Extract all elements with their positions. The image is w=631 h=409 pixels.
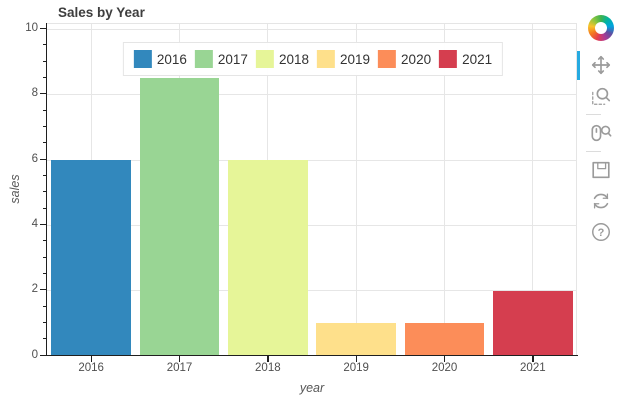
y-minor-tick	[42, 142, 46, 144]
legend-swatch	[255, 50, 274, 68]
legend-swatch	[133, 50, 152, 68]
x-tick-label: 2019	[343, 362, 369, 374]
y-major-tick	[40, 158, 46, 160]
y-major-tick	[40, 93, 46, 95]
legend-label: 2019	[340, 51, 371, 67]
y-minor-tick	[42, 76, 46, 78]
toolbar-separator	[586, 114, 601, 115]
x-axis-line	[45, 354, 578, 356]
wheel-zoom-icon	[591, 124, 612, 142]
legend-label: 2017	[217, 51, 248, 67]
x-tick-label: 2021	[520, 362, 546, 374]
h-gridline	[47, 290, 577, 292]
y-minor-tick	[42, 305, 46, 307]
toolbar-separator	[586, 151, 601, 152]
h-gridline	[47, 94, 577, 96]
legend-item-2016: 2016	[133, 50, 187, 68]
bar-2021	[493, 290, 573, 356]
plot-canvas[interactable]	[47, 23, 577, 356]
bar-2020	[404, 323, 485, 356]
v-gridline	[355, 24, 357, 356]
y-minor-tick	[42, 240, 46, 242]
h-gridline	[47, 224, 577, 226]
toolbar: ?	[584, 15, 618, 245]
pan-icon	[591, 55, 611, 75]
help-icon: ?	[592, 223, 610, 241]
y-major-tick	[40, 354, 46, 356]
bar-2019	[316, 323, 396, 356]
legend-swatch	[439, 50, 458, 68]
legend: 2016 2017 2018 2019 2020 2021	[122, 42, 504, 76]
wheel-zoom-tool-button[interactable]	[587, 120, 615, 146]
x-tick-label: 2017	[166, 362, 193, 374]
plot-title: Sales by Year	[58, 5, 145, 20]
legend-label: 2021	[462, 51, 493, 67]
y-axis-title: sales	[8, 174, 22, 204]
legend-label: 2018	[278, 51, 309, 67]
y-minor-tick	[42, 207, 46, 209]
box-zoom-tool-button[interactable]	[587, 83, 615, 109]
y-tick-label: 0	[31, 348, 38, 361]
help-tool-button[interactable]: ?	[587, 219, 615, 245]
y-minor-tick	[42, 321, 46, 323]
x-tick-label: 2018	[255, 362, 281, 374]
y-major-tick	[40, 289, 46, 291]
active-tool-indicator	[577, 51, 580, 80]
y-tick-label: 4	[31, 217, 38, 230]
y-minor-tick	[42, 109, 46, 111]
y-major-tick	[40, 28, 46, 30]
h-gridline	[47, 29, 577, 30]
bar-2017	[139, 78, 220, 356]
y-tick-label: 2	[31, 283, 38, 296]
x-tick	[179, 356, 181, 362]
legend-label: 2020	[401, 51, 432, 67]
y-minor-tick	[42, 44, 46, 46]
box-zoom-icon	[592, 87, 611, 105]
pan-tool-button[interactable]	[587, 52, 615, 78]
legend-swatch	[317, 50, 335, 68]
y-minor-tick	[42, 191, 46, 193]
x-tick	[90, 356, 92, 362]
legend-item-2021: 2021	[439, 50, 492, 68]
y-axis-line	[45, 23, 47, 355]
x-tick	[355, 356, 357, 362]
legend-item-2020: 2020	[378, 50, 431, 68]
x-tick-label: 2016	[78, 362, 104, 374]
y-minor-tick	[42, 272, 46, 274]
v-gridline	[532, 24, 534, 356]
legend-item-2019: 2019	[317, 50, 370, 68]
reset-tool-button[interactable]	[587, 188, 615, 214]
bar-2016	[51, 160, 131, 356]
h-gridline	[47, 159, 577, 161]
save-tool-button[interactable]	[587, 157, 615, 183]
legend-swatch	[194, 50, 213, 68]
reset-icon	[593, 193, 609, 209]
y-minor-tick	[42, 174, 46, 176]
y-minor-tick	[42, 338, 46, 340]
bar-2018	[228, 160, 308, 356]
legend-item-2017: 2017	[194, 50, 248, 68]
y-tick-label: 6	[31, 152, 38, 165]
y-minor-tick	[42, 256, 46, 258]
legend-swatch	[378, 50, 397, 68]
y-tick-label: 10	[25, 22, 38, 34]
y-minor-tick	[42, 125, 46, 127]
v-gridline	[444, 24, 445, 356]
x-axis-title: year	[299, 381, 325, 395]
x-tick	[267, 356, 269, 362]
save-icon	[592, 161, 610, 179]
x-tick-label: 2020	[431, 362, 458, 374]
y-minor-tick	[42, 60, 46, 62]
y-tick-label: 8	[31, 87, 38, 100]
legend-label: 2016	[156, 51, 187, 67]
x-tick	[444, 356, 446, 362]
svg-text:?: ?	[598, 227, 605, 239]
x-tick	[532, 356, 534, 362]
bokeh-logo[interactable]	[588, 15, 614, 41]
legend-item-2018: 2018	[255, 50, 309, 68]
y-major-tick	[40, 223, 46, 226]
